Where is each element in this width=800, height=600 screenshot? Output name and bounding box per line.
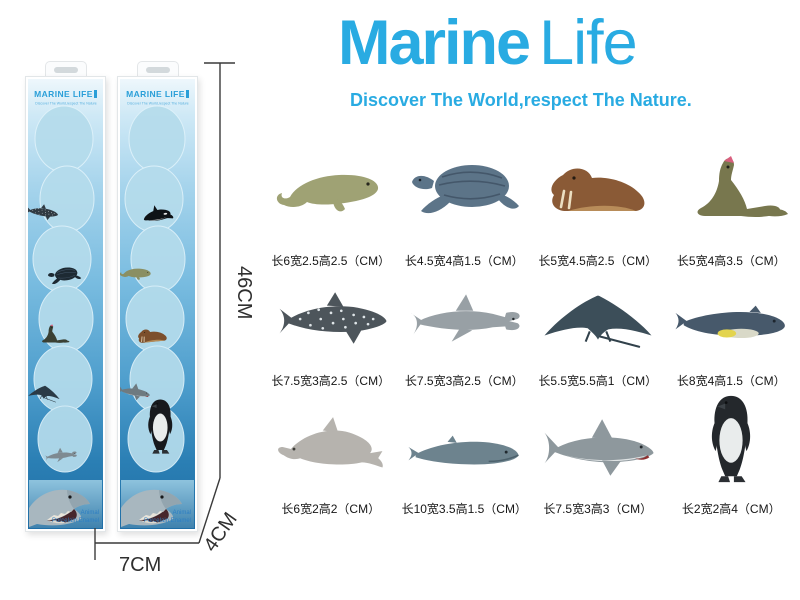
package-tagline: Discover The World,respect The Nature <box>34 102 97 106</box>
grid-item-blue-whale: 长10宽3.5高1.5（CM） <box>401 412 527 517</box>
size-label: 长10宽3.5高1.5（CM） <box>401 502 527 516</box>
great-white-shark-figure <box>535 412 661 484</box>
package-footer-text: Animal Porcelain Enamel <box>52 510 99 525</box>
package-brand: MARINE LIFE Discover The World,respect T… <box>28 84 103 109</box>
grid-item-walrus: 长5宽4.5高2.5（CM） <box>538 138 658 269</box>
dolphin-figure <box>268 412 394 484</box>
size-label: 长5.5宽5.5高1（CM） <box>538 374 658 388</box>
sea-lion-figure <box>671 138 791 238</box>
blister-package-2: MARINE LIFE Discover The World,respect T… <box>117 61 198 532</box>
size-label: 长4.5宽4高1.5（CM） <box>404 254 524 268</box>
package-card: MARINE LIFE Discover The World,respect T… <box>25 76 106 532</box>
manta-ray-figure <box>535 282 661 354</box>
footer-line-2: Porcelain Enamel <box>51 517 99 524</box>
size-label: 长6宽2.5高2.5（CM） <box>271 254 391 268</box>
size-label: 长2宽2高4（CM） <box>681 502 781 516</box>
footer-line-1: Animal <box>80 510 99 516</box>
package-artwork: MARINE LIFE Discover The World,respect T… <box>28 79 103 529</box>
footer-line-1: Animal <box>172 510 191 516</box>
euro-slot-hole <box>145 67 170 73</box>
width-dimension-label: 7CM <box>119 554 162 576</box>
penguin-figure <box>700 392 762 484</box>
blister-tray <box>28 105 95 473</box>
grid-item-manatee: 长6宽2.5高2.5（CM） <box>271 138 391 269</box>
humpback-whale-figure <box>668 282 794 354</box>
hang-tab <box>44 61 87 78</box>
sea-turtle-figure <box>404 138 524 238</box>
size-label: 长5宽4.5高2.5（CM） <box>538 254 658 268</box>
package-brand-text: MARINE LIFE <box>34 89 93 99</box>
walrus-figure <box>538 138 658 238</box>
footer-line-2: Porcelain Enamel <box>143 517 191 524</box>
page-title: Marine Life <box>338 12 798 75</box>
brand-mark-icon <box>93 90 97 98</box>
brand-mark-icon <box>185 90 189 98</box>
whale-shark-figure <box>268 282 394 354</box>
package-brand: MARINE LIFE Discover The World,respect T… <box>120 84 195 109</box>
grid-item-penguin: 长2宽2高4（CM） <box>682 412 781 517</box>
blister-tray <box>120 105 186 473</box>
grid-item-sea-turtle: 长4.5宽4高1.5（CM） <box>404 138 524 269</box>
package-card: MARINE LIFE Discover The World,respect T… <box>117 76 198 532</box>
blister-package-1: MARINE LIFE Discover The World,respect T… <box>25 61 106 532</box>
grid-item-hammerhead-shark: 长7.5宽3高2.5（CM） <box>401 282 527 389</box>
blue-whale-figure <box>401 412 527 484</box>
package-footer-text: Animal Porcelain Enamel <box>144 510 191 525</box>
size-label: 长7.5宽3高2.5（CM） <box>271 374 391 388</box>
package-brand-text: MARINE LIFE <box>126 89 185 99</box>
title-marine: Marine <box>338 8 531 78</box>
grid-item-manta-ray: 长5.5宽5.5高1（CM） <box>535 282 661 389</box>
manatee-figure <box>271 138 391 238</box>
figure-grid-row-2: 长7.5宽3高2.5（CM） 长7.5宽3高2.5（CM） 长5.5宽5.5高1… <box>264 282 798 389</box>
euro-slot-hole <box>53 67 78 73</box>
size-label: 长8宽4高1.5（CM） <box>676 374 786 388</box>
grid-item-great-white-shark: 长7.5宽3高3（CM） <box>535 412 661 517</box>
grid-item-dolphin: 长6宽2高2（CM） <box>268 412 394 517</box>
title-life: Life <box>539 8 638 78</box>
page-subtitle: Discover The World,respect The Nature. <box>350 90 692 110</box>
hang-tab <box>136 61 179 78</box>
hammerhead-shark-figure <box>401 282 527 354</box>
grid-item-sea-lion: 长5宽4高3.5（CM） <box>671 138 791 269</box>
figure-grid-row-3: 长6宽2高2（CM） 长10宽3.5高1.5（CM） 长7.5宽3高3（CM） … <box>264 412 798 517</box>
depth-dimension-label: 4CM <box>199 508 242 556</box>
figure-grid-row-1: 长6宽2.5高2.5（CM） 长4.5宽4高1.5（CM） 长5宽4.5高2.5… <box>264 138 798 269</box>
size-label: 长7.5宽3高2.5（CM） <box>404 374 524 388</box>
grid-item-whale-shark: 长7.5宽3高2.5（CM） <box>268 282 394 389</box>
size-label: 长5宽4高3.5（CM） <box>676 254 786 268</box>
size-label: 长6宽2高2（CM） <box>281 502 381 516</box>
grid-item-humpback-whale: 长8宽4高1.5（CM） <box>668 282 794 389</box>
size-label: 长7.5宽3高3（CM） <box>543 502 653 516</box>
package-tagline: Discover The World,respect The Nature <box>126 102 189 106</box>
height-dimension-label: 46CM <box>233 266 255 320</box>
package-artwork: MARINE LIFE Discover The World,respect T… <box>120 79 195 529</box>
